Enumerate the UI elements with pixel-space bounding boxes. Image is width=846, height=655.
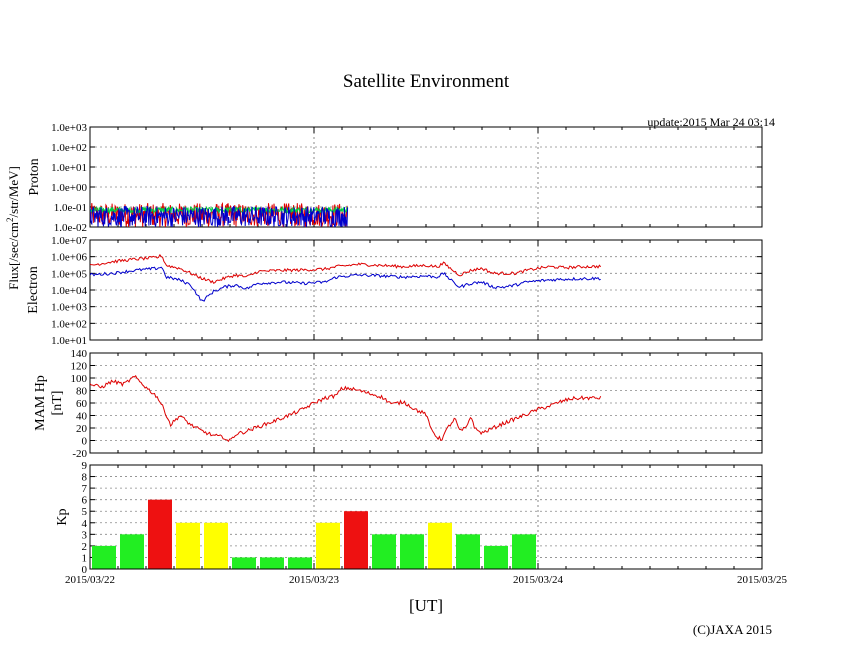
y-tick-label: 2 xyxy=(82,541,88,553)
x-tick-label: 2015/03/22 xyxy=(65,574,115,586)
x-tick-label: 2015/03/24 xyxy=(513,574,564,586)
kp-bar xyxy=(456,534,480,569)
series-proton-blue xyxy=(90,205,349,227)
x-tick-label: 2015/03/23 xyxy=(289,574,340,586)
kp-bar xyxy=(260,557,284,569)
kp-bar xyxy=(232,557,256,569)
y-tick-label: 3 xyxy=(82,529,88,541)
kp-bar xyxy=(484,545,508,569)
y-tick-label: 9 xyxy=(82,460,88,472)
y-tick-label: 1.0e+07 xyxy=(51,235,87,247)
x-axis-label: [UT] xyxy=(409,596,443,615)
y-tick-label: 7 xyxy=(82,483,88,495)
y-tick-label: 8 xyxy=(82,472,88,484)
update-timestamp: update:2015 Mar 24 03:14 xyxy=(647,115,775,129)
copyright: (C)JAXA 2015 xyxy=(693,622,772,637)
panel-ylabel-electron: Electron xyxy=(26,266,41,313)
y-tick-label: 1.0e+03 xyxy=(51,302,87,314)
y-tick-label: 0 xyxy=(82,436,88,448)
y-tick-label: 6 xyxy=(82,495,88,507)
kp-bar xyxy=(428,522,452,569)
y-tick-label: 1.0e+05 xyxy=(51,268,87,280)
flux-axis-label: Flux[/sec/cm2/str/MeV] xyxy=(5,166,21,290)
kp-bar xyxy=(372,534,396,569)
y-tick-label: 80 xyxy=(76,386,88,398)
kp-bar xyxy=(400,534,424,569)
kp-bar xyxy=(176,522,200,569)
y-tick-label: 60 xyxy=(76,398,88,410)
series-proton-green xyxy=(90,205,349,215)
series-electron-red xyxy=(90,253,602,284)
y-tick-label: 1.0e+02 xyxy=(51,142,87,154)
series-mam-Hp xyxy=(90,375,602,443)
x-tick-label: 2015/03/25 xyxy=(737,574,788,586)
y-tick-label: 140 xyxy=(71,348,88,360)
y-tick-label: 120 xyxy=(71,361,88,373)
y-tick-label: 5 xyxy=(82,506,88,518)
y-tick-label: 1.0e+00 xyxy=(51,182,87,194)
kp-bar xyxy=(288,557,312,569)
kp-bar xyxy=(204,522,228,569)
kp-bar xyxy=(512,534,536,569)
panel-ylabel-kp: Kp xyxy=(55,508,70,525)
series-electron-blue xyxy=(90,266,601,302)
y-tick-label: 1 xyxy=(82,552,88,564)
page-title: Satellite Environment xyxy=(343,71,510,92)
kp-bar xyxy=(316,522,340,569)
y-tick-label: 20 xyxy=(76,423,88,435)
y-tick-label: 100 xyxy=(71,373,88,385)
kp-bar xyxy=(148,499,172,569)
y-tick-label: 1.0e+01 xyxy=(51,162,87,174)
panel-ylabel-proton: Proton xyxy=(27,158,42,195)
y-tick-label: 1.0e-02 xyxy=(54,222,87,234)
kp-bar xyxy=(92,545,116,569)
panel-ylabel-unit: [nT] xyxy=(50,391,65,416)
y-tick-label: 4 xyxy=(82,518,88,530)
y-tick-label: 1.0e+01 xyxy=(51,335,87,347)
y-tick-label: 1.0e-01 xyxy=(54,202,87,214)
y-tick-label: 1.0e+03 xyxy=(51,122,87,134)
y-tick-label: 1.0e+04 xyxy=(51,285,87,297)
kp-bar xyxy=(120,534,144,569)
kp-bar xyxy=(344,511,368,569)
y-tick-label: -20 xyxy=(72,448,87,460)
y-tick-label: 1.0e+06 xyxy=(51,252,87,264)
y-tick-label: 40 xyxy=(76,411,88,423)
panel-ylabel-hp: MAM Hp xyxy=(33,375,48,431)
y-tick-label: 0 xyxy=(82,564,88,576)
y-tick-label: 1.0e+02 xyxy=(51,318,87,330)
panel-frame-top xyxy=(89,464,763,570)
